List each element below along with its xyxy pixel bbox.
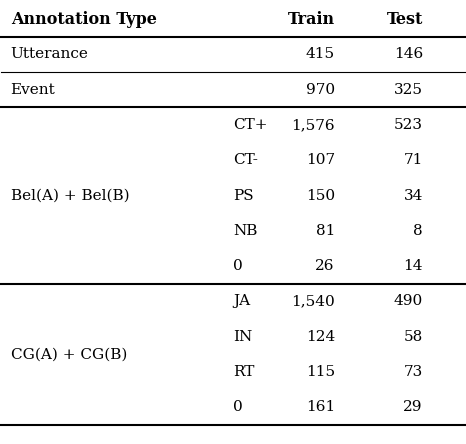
Text: Utterance: Utterance xyxy=(11,48,89,61)
Text: Test: Test xyxy=(386,11,423,28)
Text: 14: 14 xyxy=(404,259,423,273)
Text: PS: PS xyxy=(233,189,254,202)
Text: JA: JA xyxy=(233,294,250,309)
Text: 1,576: 1,576 xyxy=(291,118,335,132)
Text: 523: 523 xyxy=(394,118,423,132)
Text: 970: 970 xyxy=(306,83,335,97)
Text: 490: 490 xyxy=(394,294,423,309)
Text: Bel(A) + Bel(B): Bel(A) + Bel(B) xyxy=(11,189,129,202)
Text: 29: 29 xyxy=(404,400,423,414)
Text: 8: 8 xyxy=(413,224,423,238)
Text: 325: 325 xyxy=(394,83,423,97)
Text: RT: RT xyxy=(233,365,254,379)
Text: IN: IN xyxy=(233,330,252,344)
Text: Event: Event xyxy=(11,83,55,97)
Text: CT+: CT+ xyxy=(233,118,267,132)
Text: 161: 161 xyxy=(306,400,335,414)
Text: Annotation Type: Annotation Type xyxy=(11,11,157,28)
Text: CT-: CT- xyxy=(233,153,258,167)
Text: 26: 26 xyxy=(315,259,335,273)
Text: 73: 73 xyxy=(404,365,423,379)
Text: CG(A) + CG(B): CG(A) + CG(B) xyxy=(11,347,127,361)
Text: 34: 34 xyxy=(404,189,423,202)
Text: NB: NB xyxy=(233,224,257,238)
Text: 124: 124 xyxy=(306,330,335,344)
Text: 1,540: 1,540 xyxy=(291,294,335,309)
Text: 150: 150 xyxy=(306,189,335,202)
Text: 107: 107 xyxy=(306,153,335,167)
Text: 71: 71 xyxy=(404,153,423,167)
Text: 0: 0 xyxy=(233,259,243,273)
Text: 115: 115 xyxy=(306,365,335,379)
Text: 415: 415 xyxy=(306,48,335,61)
Text: 58: 58 xyxy=(404,330,423,344)
Text: Train: Train xyxy=(288,11,335,28)
Text: 146: 146 xyxy=(394,48,423,61)
Text: 81: 81 xyxy=(315,224,335,238)
Text: 0: 0 xyxy=(233,400,243,414)
